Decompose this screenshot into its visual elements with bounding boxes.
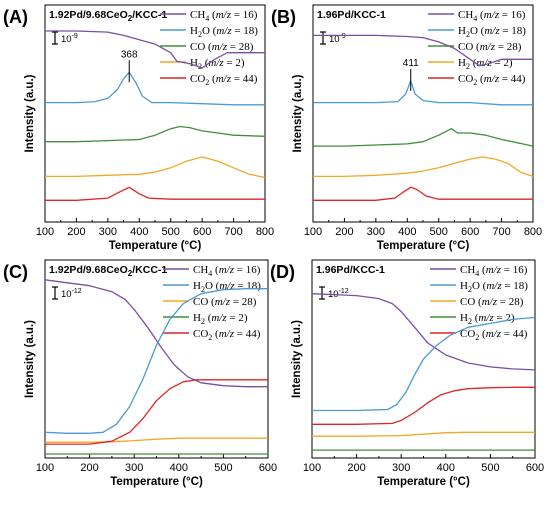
y-axis-label: Intensity (a.u.) bbox=[24, 320, 36, 398]
series-line bbox=[45, 156, 266, 179]
scale-bar-label: 10-9 bbox=[61, 33, 78, 45]
x-tick-label: 100 bbox=[36, 462, 54, 474]
y-axis-label: Intensity (a.u.) bbox=[24, 74, 36, 152]
x-tick-label: 500 bbox=[430, 226, 448, 238]
x-tick-label: 600 bbox=[526, 462, 544, 474]
peak-label: 368 bbox=[121, 49, 138, 60]
series-line bbox=[45, 125, 266, 143]
series-line bbox=[313, 34, 533, 67]
panel-letter: (B) bbox=[271, 7, 296, 27]
series-line bbox=[313, 80, 533, 106]
legend-entry: CO (m/z = 28) bbox=[193, 296, 257, 308]
legend-entry: H2 (m/z = 2) bbox=[190, 57, 245, 71]
x-tick-label: 400 bbox=[130, 226, 148, 238]
plot-frame bbox=[44, 4, 266, 223]
panel-2: 100 200 300 400 500 600 Temperature (°C) Intens… bbox=[3, 259, 277, 488]
legend-entry: H2O (m/z = 18) bbox=[193, 280, 261, 294]
x-tick-label: 800 bbox=[524, 226, 542, 238]
y-axis-label: Intensity (a.u.) bbox=[291, 320, 303, 398]
x-tick-label: 300 bbox=[125, 462, 143, 474]
legend-entry: H2O (m/z = 18) bbox=[458, 25, 526, 39]
sample-name: 1.96Pd/KCC-1 bbox=[316, 264, 385, 276]
legend-entry: CO2 (m/z = 44) bbox=[193, 328, 261, 342]
x-tick-label: 400 bbox=[398, 226, 416, 238]
x-axis-label: Temperature (°C) bbox=[377, 240, 470, 252]
scale-bar-label: 10-12 bbox=[61, 288, 82, 300]
scale-bar-label: 10-9 bbox=[329, 33, 346, 45]
series-line bbox=[45, 71, 265, 106]
panel-letter: (C) bbox=[3, 262, 28, 282]
legend-entry: CO2 (m/z = 44) bbox=[460, 328, 528, 342]
x-tick-label: 200 bbox=[347, 462, 365, 474]
y-axis-label: Intensity (a.u.) bbox=[292, 74, 304, 152]
series-line bbox=[312, 386, 535, 425]
x-tick-label: 800 bbox=[256, 226, 274, 238]
x-tick-label: 500 bbox=[214, 462, 232, 474]
legend-entry: CH4 (m/z = 16) bbox=[190, 9, 258, 23]
x-axis-label: Temperature (°C) bbox=[109, 240, 202, 252]
x-tick-label: 600 bbox=[259, 462, 277, 474]
series-line bbox=[313, 128, 534, 147]
legend-entry: CH4 (m/z = 16) bbox=[458, 9, 526, 23]
x-tick-label: 400 bbox=[170, 462, 188, 474]
legend-entry: H2 (m/z = 2) bbox=[460, 312, 515, 326]
x-tick-label: 400 bbox=[437, 462, 455, 474]
legend-entry: H2 (m/z = 2) bbox=[193, 312, 248, 326]
legend-entry: CO (m/z = 28) bbox=[190, 41, 254, 53]
x-tick-label: 100 bbox=[303, 462, 321, 474]
x-tick-label: 600 bbox=[193, 226, 211, 238]
panel-letter: (D) bbox=[270, 262, 295, 282]
panel-3: 100 200 300 400 500 600 Temperature (°C) Intens… bbox=[270, 259, 544, 488]
x-tick-label: 200 bbox=[80, 462, 98, 474]
x-tick-label: 200 bbox=[67, 226, 85, 238]
series-line bbox=[45, 186, 265, 201]
x-axis-label: Temperature (°C) bbox=[110, 476, 203, 488]
legend-entry: CH4 (m/z = 16) bbox=[193, 264, 261, 278]
series-line bbox=[45, 30, 265, 69]
legend-entry: CO (m/z = 28) bbox=[460, 296, 524, 308]
legend-entry: CO (m/z = 28) bbox=[458, 41, 522, 53]
series-line bbox=[44, 279, 268, 388]
x-tick-label: 500 bbox=[162, 226, 180, 238]
legend-entry: CO2 (m/z = 44) bbox=[458, 73, 526, 87]
x-tick-label: 300 bbox=[367, 226, 385, 238]
series-line bbox=[312, 316, 536, 412]
series-line bbox=[44, 288, 268, 434]
sample-name: 1.92Pd/9.68CeO2/KCC-1 bbox=[49, 264, 167, 278]
legend-entry: CH4 (m/z = 16) bbox=[460, 264, 528, 278]
panel-1: 100 200 300 400 500 600 700 800 Temperature (°C)… bbox=[271, 4, 542, 252]
panel-0: 100 200 300 400 500 600 700 800 Temperature (°C)… bbox=[3, 4, 274, 252]
legend-entry: H2O (m/z = 18) bbox=[190, 25, 258, 39]
series-line bbox=[45, 437, 268, 443]
series-line bbox=[311, 293, 536, 371]
series-line bbox=[313, 186, 533, 201]
x-tick-label: 600 bbox=[461, 226, 479, 238]
legend-entry: H2O (m/z = 18) bbox=[460, 280, 528, 294]
x-axis-label: Temperature (°C) bbox=[377, 476, 470, 488]
series-line bbox=[313, 156, 534, 178]
x-tick-label: 300 bbox=[99, 226, 117, 238]
x-tick-label: 700 bbox=[492, 226, 510, 238]
x-tick-label: 300 bbox=[392, 462, 410, 474]
sample-name: 1.92Pd/9.68CeO2/KCC-1 bbox=[49, 9, 167, 23]
series-line bbox=[312, 431, 535, 437]
x-tick-label: 100 bbox=[304, 226, 322, 238]
peak-label: 411 bbox=[403, 58, 419, 69]
legend-entry: CO2 (m/z = 44) bbox=[190, 73, 258, 87]
sample-name: 1.96Pd/KCC-1 bbox=[317, 9, 386, 21]
x-tick-label: 100 bbox=[36, 226, 54, 238]
x-tick-label: 500 bbox=[481, 462, 499, 474]
panel-letter: (A) bbox=[3, 7, 28, 27]
x-tick-label: 700 bbox=[224, 226, 242, 238]
x-tick-label: 200 bbox=[335, 226, 353, 238]
series-line bbox=[45, 379, 268, 445]
